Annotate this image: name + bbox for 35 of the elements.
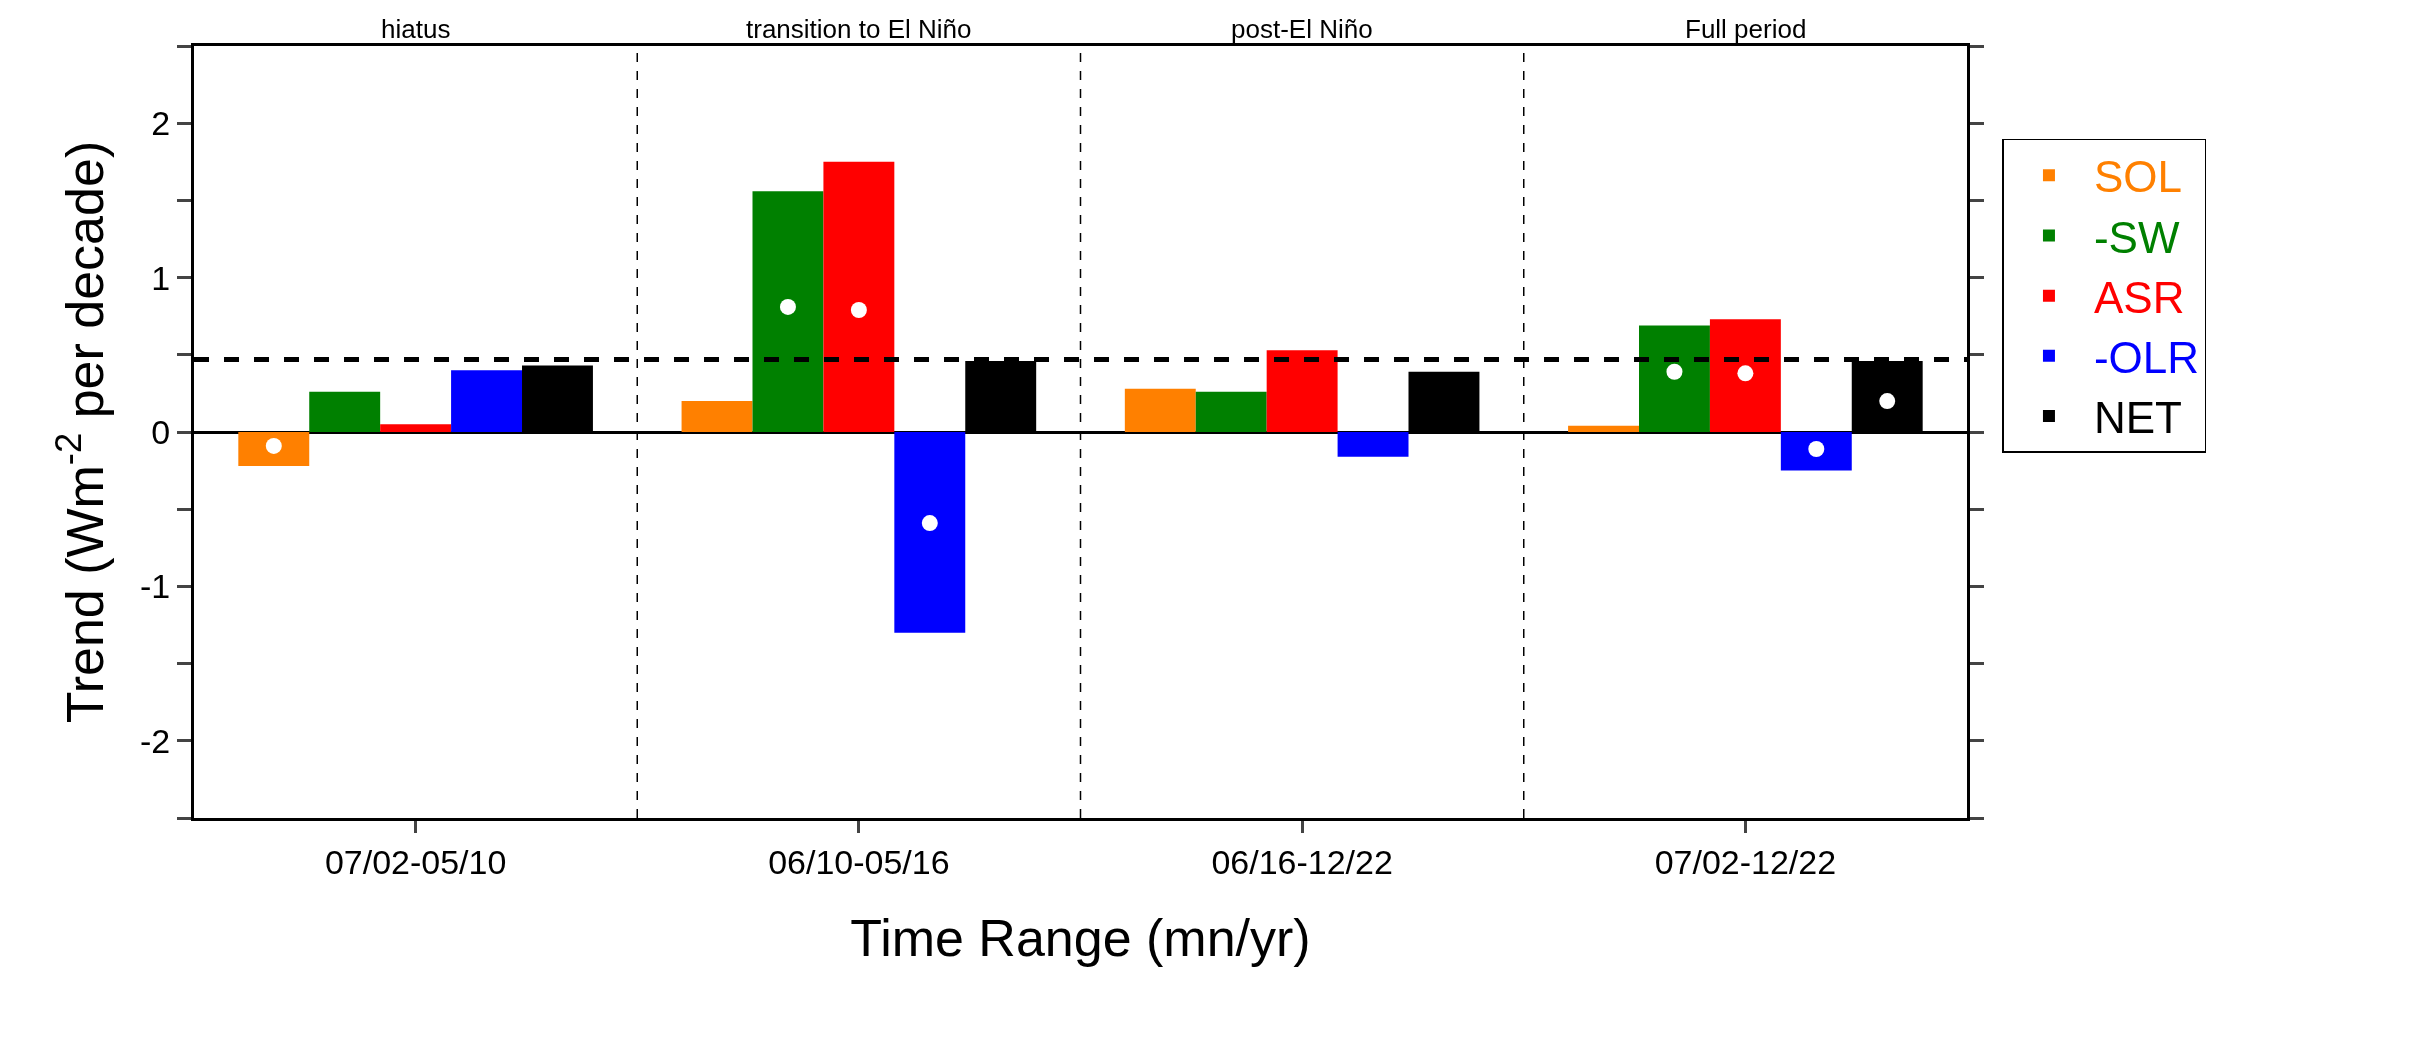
bar (1195, 391, 1267, 432)
x-tick-label: 06/16-12/22 (1211, 842, 1393, 881)
legend-label: SOL (2093, 152, 2183, 202)
bar (1568, 425, 1639, 432)
bar (1337, 432, 1409, 457)
x-tick-label: 06/10-05/16 (768, 842, 950, 881)
y-tick-label: 2 (151, 104, 171, 143)
x-tick-label: 07/02-05/10 (324, 842, 507, 881)
legend-label: ASR (2093, 272, 2185, 322)
x-axis-title: Time Range (mn/yr) (850, 908, 1311, 967)
bar (752, 191, 824, 432)
bar (1266, 350, 1338, 432)
y-tick-label: 0 (151, 412, 171, 451)
y-tick-label: 1 (151, 258, 171, 297)
bar (1780, 432, 1852, 471)
text: post-El Niño (1231, 14, 1373, 44)
bar (1709, 319, 1781, 432)
bar (451, 370, 523, 432)
bar (894, 432, 966, 633)
bar (1639, 325, 1710, 432)
bar (681, 401, 753, 432)
legend-label: NET (2093, 393, 2182, 443)
x-tick-label: 07/02-12/22 (1654, 842, 1837, 881)
bar (823, 161, 895, 432)
text: hiatus (381, 14, 451, 44)
bar (380, 424, 452, 432)
bar (1124, 388, 1196, 432)
bar (309, 391, 381, 432)
bar (238, 432, 310, 466)
legend-label: -SW (2093, 212, 2180, 262)
text: transition to El Niño (746, 14, 972, 44)
y-tick-label: -2 (139, 721, 171, 760)
y-tick-label: -1 (139, 567, 171, 606)
text: Full period (1685, 14, 1807, 44)
legend-label: -OLR (2093, 333, 2200, 382)
